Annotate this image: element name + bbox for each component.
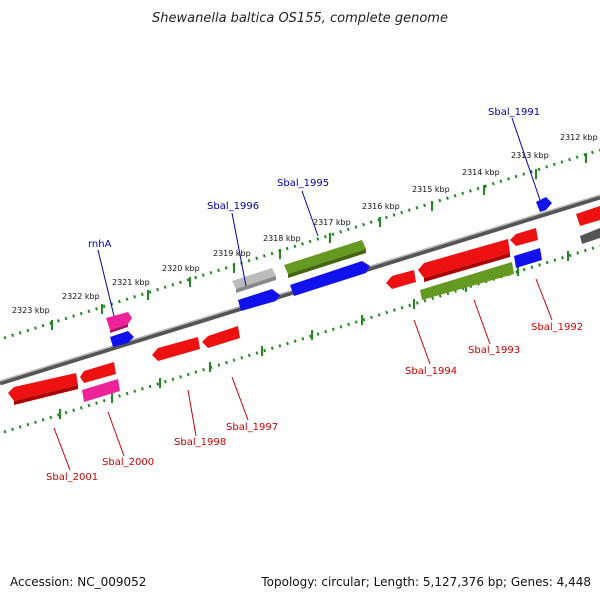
bottom-labels: Sbal_2001 Sbal_2000 Sbal_1998 Sbal_1997 …	[46, 322, 583, 483]
gene-sbal-1992[interactable]	[514, 248, 542, 268]
scale-label: 2312 kbp	[560, 133, 598, 142]
scale-label: 2313 kbp	[511, 151, 549, 160]
label-sbal-1995[interactable]: Sbal_1995	[277, 178, 329, 189]
label-sbal-1993[interactable]: Sbal_1993	[468, 345, 520, 356]
label-sbal-1994[interactable]: Sbal_1994	[405, 366, 457, 377]
label-sbal-1997[interactable]: Sbal_1997	[226, 422, 278, 433]
outer-major-ticks	[51, 153, 587, 330]
top-leader-lines	[97, 117, 541, 317]
gene-sbal-1991[interactable]	[536, 197, 552, 212]
gene-sbal-1998[interactable]	[152, 337, 200, 361]
gene-red-small[interactable]	[80, 362, 116, 383]
gene-sbal-1995[interactable]	[284, 240, 366, 274]
label-sbal-2000[interactable]: Sbal_2000	[102, 457, 154, 468]
gene-sbal-1996[interactable]	[238, 289, 280, 311]
gene-sbal-1993[interactable]	[420, 262, 514, 300]
label-sbal-1992[interactable]: Sbal_1992	[531, 322, 583, 333]
scale-labels: 2323 kbp 2322 kbp 2321 kbp 2320 kbp 2319…	[12, 133, 598, 315]
scale-label: 2322 kbp	[62, 292, 100, 301]
scale-label: 2319 kbp	[213, 249, 251, 258]
genome-summary-text: Topology: circular; Length: 5,127,376 bp…	[260, 575, 591, 589]
gene-red-small-right[interactable]	[510, 228, 538, 246]
gene-sbal-2000[interactable]	[82, 379, 120, 402]
gene-blue-small[interactable]	[110, 331, 134, 347]
label-sbal-1991[interactable]: Sbal_1991	[488, 107, 540, 118]
gene-sbal-1994[interactable]	[386, 270, 416, 289]
bottom-leader-lines	[53, 278, 553, 471]
gene-darkgray-edge[interactable]	[580, 228, 600, 244]
gene-sbal-2001[interactable]	[8, 373, 78, 401]
scale-label: 2320 kbp	[162, 264, 200, 273]
outer-tick-track	[3, 148, 600, 340]
scale-label: 2321 kbp	[112, 278, 150, 287]
gene-gray[interactable]	[232, 268, 276, 289]
scale-label: 2317 kbp	[313, 218, 351, 227]
reverse-genes	[8, 228, 542, 405]
label-rnha[interactable]: rnhA	[88, 239, 112, 250]
gene-red-long[interactable]	[418, 239, 510, 278]
forward-genes	[106, 197, 600, 347]
gene-red-edge[interactable]	[576, 206, 600, 226]
scale-label: 2323 kbp	[12, 306, 50, 315]
accession-text: Accession: NC_009052	[10, 575, 146, 589]
scale-label: 2316 kbp	[362, 202, 400, 211]
top-labels: rnhA Sbal_1996 Sbal_1995 Sbal_1991	[88, 107, 540, 250]
label-sbal-1998[interactable]: Sbal_1998	[174, 437, 226, 448]
page-title: Shewanella baltica OS155, complete genom…	[152, 11, 448, 26]
gene-rnhA[interactable]	[106, 312, 132, 330]
gene-sbal-1997[interactable]	[202, 326, 240, 348]
scale-label: 2315 kbp	[412, 185, 450, 194]
label-sbal-2001[interactable]: Sbal_2001	[46, 472, 98, 483]
label-sbal-1996[interactable]: Sbal_1996	[207, 201, 259, 212]
scale-label: 2314 kbp	[462, 168, 500, 177]
scale-label: 2318 kbp	[263, 234, 301, 243]
gene-blue-long[interactable]	[290, 261, 370, 296]
